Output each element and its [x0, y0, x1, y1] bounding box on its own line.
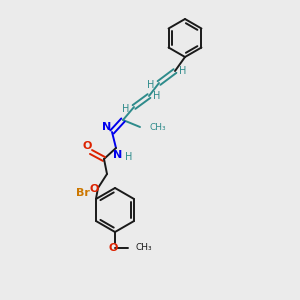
Text: CH₃: CH₃ [150, 124, 166, 133]
Text: N: N [102, 122, 112, 132]
Text: CH₃: CH₃ [136, 242, 153, 251]
Text: H: H [122, 104, 130, 114]
Text: H: H [153, 91, 161, 101]
Text: N: N [113, 150, 123, 160]
Text: O: O [108, 243, 118, 253]
Text: H: H [125, 152, 133, 162]
Text: H: H [147, 80, 155, 90]
Text: O: O [89, 184, 99, 194]
Text: Br: Br [76, 188, 90, 198]
Text: H: H [179, 66, 187, 76]
Text: O: O [82, 141, 92, 151]
